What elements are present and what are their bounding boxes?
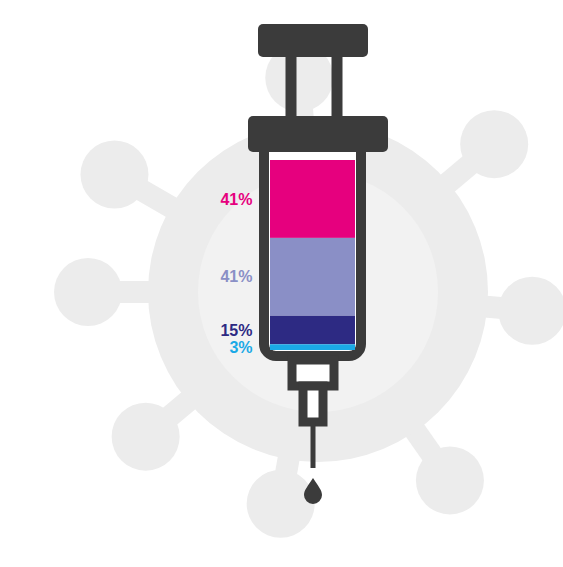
svg-text:41%: 41% [220,191,252,208]
svg-text:41%: 41% [220,268,252,285]
svg-text:15%: 15% [220,322,252,339]
svg-text:3%: 3% [229,339,252,356]
